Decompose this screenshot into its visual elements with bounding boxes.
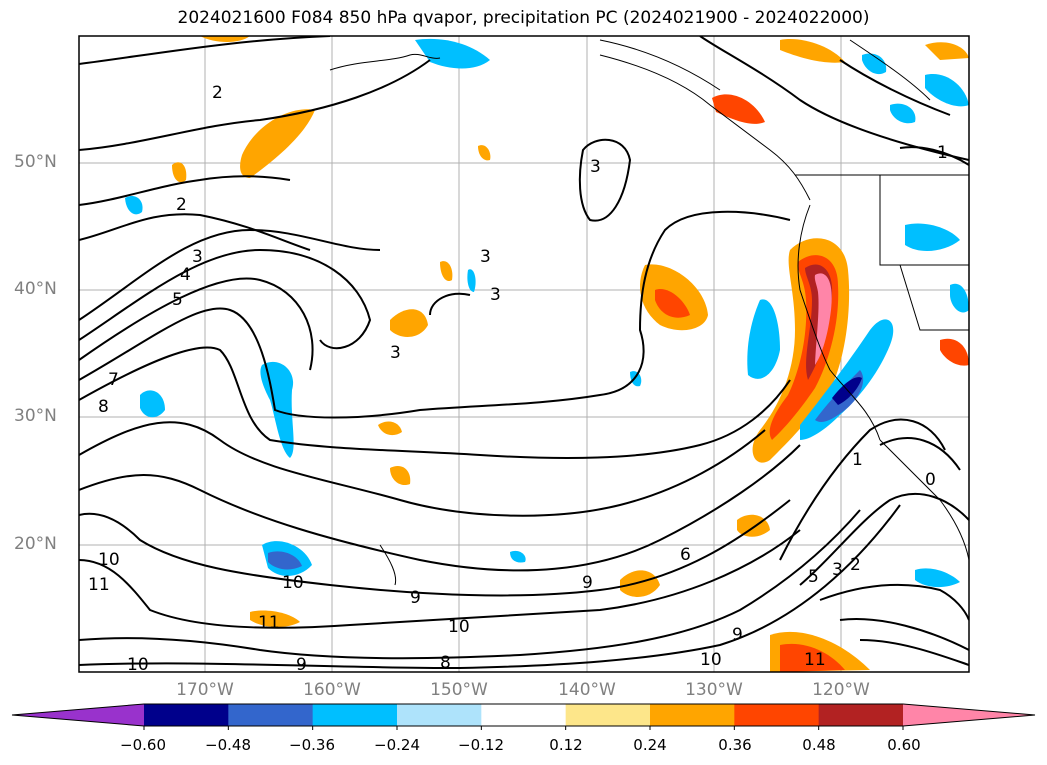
lat-label-40n: 40°N xyxy=(14,279,57,299)
coastlines xyxy=(329,39,969,586)
contour-label: 10 xyxy=(282,573,304,593)
contour-label: 11 xyxy=(804,650,826,670)
contour-label: 10 xyxy=(700,650,722,670)
lat-label-30n: 30°N xyxy=(14,406,57,426)
contour-label: 10 xyxy=(448,617,470,637)
contour-label: 11 xyxy=(88,575,110,595)
colorbar-tick: −0.60 xyxy=(120,736,166,754)
contour-label: 5 xyxy=(808,567,819,587)
lon-label-130w: 130°W xyxy=(685,680,743,700)
colorbar xyxy=(11,703,1036,730)
colorbar-segment xyxy=(397,704,482,726)
colorbar-tick: 0.36 xyxy=(718,736,752,754)
contour-label: 8 xyxy=(440,653,451,673)
contour-label: 3 xyxy=(480,247,491,267)
lon-label-140w: 140°W xyxy=(558,680,616,700)
contour-label: 10 xyxy=(127,655,149,675)
contour-label: 3 xyxy=(192,247,203,267)
colorbar-segment xyxy=(144,704,229,726)
colorbar-tick: −0.36 xyxy=(289,736,335,754)
contour-label: 11 xyxy=(258,613,280,633)
contour-label: 9 xyxy=(410,588,421,608)
colorbar-tick: 0.60 xyxy=(887,736,921,754)
colorbar-tick: 0.24 xyxy=(633,736,667,754)
colorbar-extend-high xyxy=(903,704,1035,726)
colorbar-tick: −0.48 xyxy=(205,736,251,754)
contour-label: 1 xyxy=(852,450,863,470)
contour-label: 1 xyxy=(937,143,948,163)
contour-label: 3 xyxy=(490,285,501,305)
contour-label: 6 xyxy=(680,545,691,565)
contour-label: 8 xyxy=(98,397,109,417)
map-frame xyxy=(78,35,970,673)
contour-label: 3 xyxy=(390,343,401,363)
colorbar-segment xyxy=(650,704,735,726)
colorbar-tick: −0.24 xyxy=(374,736,420,754)
contour-label: 0 xyxy=(925,470,936,490)
lat-label-20n: 20°N xyxy=(14,534,57,554)
qvapor-contours xyxy=(79,36,969,670)
contour-label: 9 xyxy=(296,655,307,675)
contour-label: 2 xyxy=(176,195,187,215)
contour-label: 3 xyxy=(590,157,601,177)
colorbar-tick: 0.12 xyxy=(549,736,583,754)
colorbar-segment xyxy=(818,704,904,726)
precip-negative-shading xyxy=(125,38,969,588)
contour-label: 9 xyxy=(732,625,743,645)
lon-label-160w: 160°W xyxy=(303,680,361,700)
colorbar-segment xyxy=(734,704,820,726)
colorbar-segment xyxy=(228,704,314,726)
colorbar-segment xyxy=(312,704,398,726)
colorbar-extend-low xyxy=(12,704,144,726)
contour-label: 10 xyxy=(98,550,120,570)
contour-label: 4 xyxy=(180,265,191,285)
contour-label: 9 xyxy=(582,573,593,593)
contour-label: 7 xyxy=(108,370,119,390)
precip-positive-shading xyxy=(172,36,969,672)
lon-label-150w: 150°W xyxy=(430,680,488,700)
contour-label: 5 xyxy=(172,290,183,310)
map-title: 2024021600 F084 850 hPa qvapor, precipit… xyxy=(177,8,870,28)
lat-label-50n: 50°N xyxy=(14,152,57,172)
lon-label-170w: 170°W xyxy=(176,680,234,700)
colorbar-tick: −0.12 xyxy=(458,736,504,754)
contour-label: 2 xyxy=(850,555,861,575)
lon-label-120w: 120°W xyxy=(812,680,870,700)
contour-label: 3 xyxy=(832,560,843,580)
colorbar-segment xyxy=(565,704,651,726)
contour-label: 2 xyxy=(212,83,223,103)
colorbar-tick: 0.48 xyxy=(802,736,836,754)
colorbar-segment xyxy=(481,704,567,726)
contour-labels: 2 2 3 3 3 3 3 4 5 7 8 10 10 11 11 9 9 9 … xyxy=(88,83,948,675)
